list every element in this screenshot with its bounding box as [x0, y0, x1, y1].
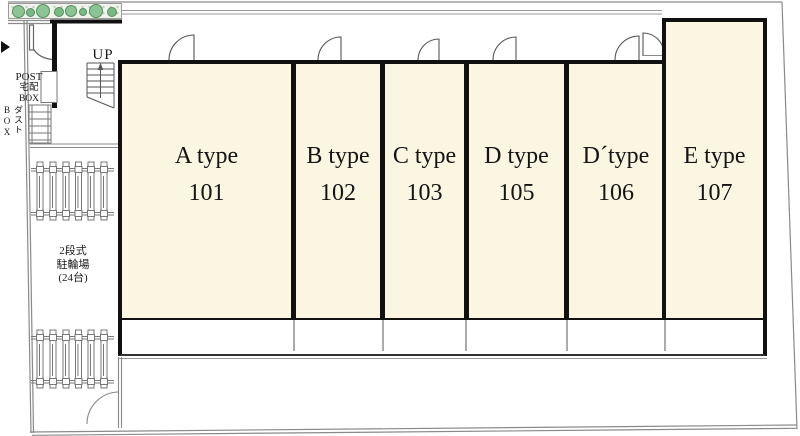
gate-fence: [86, 357, 123, 428]
room-c-103: [381, 60, 468, 322]
tree-icon: [65, 5, 77, 17]
tree-icon: [26, 8, 35, 17]
direction-arrow-icon: [1, 41, 10, 53]
balcony-divider: [382, 320, 384, 351]
door-103-icon: [417, 38, 440, 61]
site-boundary: [8, 1, 798, 436]
bicycle-parking-label: 2段式 駐輪場 (24台): [37, 245, 109, 286]
bicycle-label-line3: (24台): [58, 272, 88, 284]
balcony: [118, 320, 767, 356]
bicycle-rack: [31, 161, 114, 221]
door-101-icon: [168, 34, 195, 61]
tree-icon: [107, 7, 117, 17]
door-105-icon: [492, 36, 517, 61]
hall-boundary: [30, 143, 118, 148]
door-107-icon: [642, 32, 665, 56]
room-d-105: [465, 60, 568, 322]
room-a-101: [118, 60, 295, 322]
post-box: [40, 71, 58, 103]
entrance-walls: [50, 19, 122, 108]
room-e-107: [662, 18, 767, 322]
post-label-line2: 宅配BOX: [18, 83, 40, 104]
tree-icon: [54, 7, 64, 17]
dust-box: [28, 104, 52, 144]
room-d2-106: [565, 60, 667, 322]
entrance-door-icon: [28, 24, 53, 61]
unit-door-icons: [168, 32, 665, 61]
stairs-up-label: UP: [92, 47, 114, 63]
tree-icon: [36, 4, 50, 18]
bicycle-label-line1: 2段式: [59, 245, 87, 257]
room-b-102: [292, 60, 384, 322]
gate-door-icon: [86, 391, 120, 425]
balcony-divider: [465, 320, 467, 351]
balcony-divider: [664, 320, 666, 351]
balcony-divider: [566, 320, 568, 351]
stairs: [86, 62, 115, 109]
tree-icon: [12, 5, 25, 18]
post-box-label: POST 宅配BOX: [11, 72, 47, 105]
bicycle-rack: [31, 329, 114, 389]
post-label-line1: POST: [15, 71, 43, 83]
planting-strip: [8, 3, 122, 19]
door-102-icon: [317, 36, 342, 61]
tree-icon: [89, 4, 103, 18]
bicycle-label-line2: 駐輪場: [56, 258, 90, 271]
dust-box-label: ダストBOX: [2, 105, 23, 138]
corridor-edge: [122, 10, 662, 15]
balcony-divider: [293, 320, 295, 351]
door-106-icon: [614, 35, 640, 61]
tree-icon: [79, 8, 87, 16]
